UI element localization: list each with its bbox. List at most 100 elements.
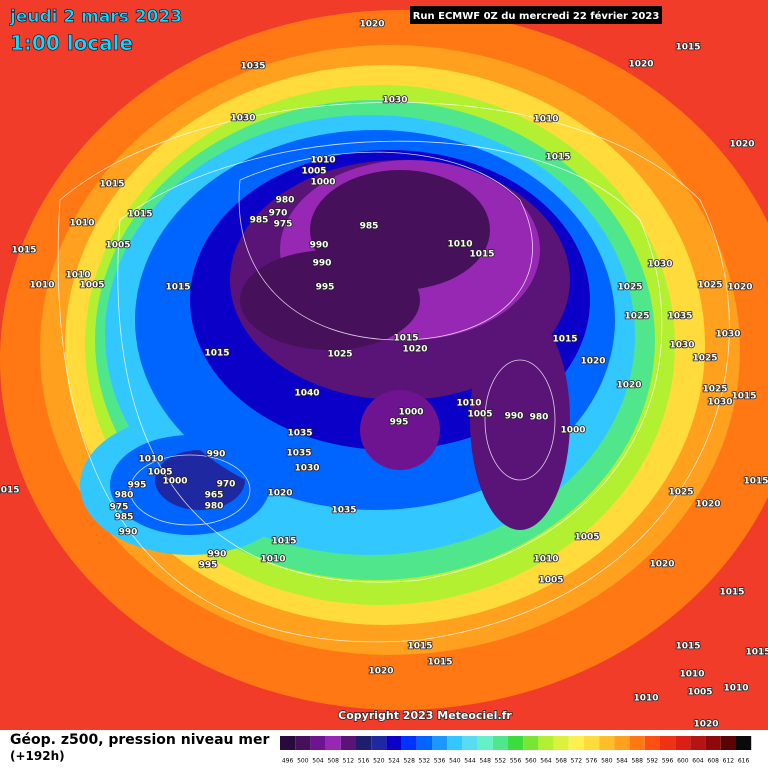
- isobar-label: 1025: [617, 283, 642, 293]
- isobar-label: 990: [208, 550, 227, 560]
- isobar-label: 975: [110, 503, 129, 513]
- copyright: Copyright 2023 Meteociel.fr: [338, 709, 512, 722]
- colorbar-label: 588: [631, 758, 643, 765]
- colorbar-label: 584: [616, 758, 628, 765]
- isobar-label: 1015: [99, 180, 124, 190]
- colorbar-swatch: [675, 736, 691, 750]
- colorbar-label: 548: [479, 758, 491, 765]
- colorbar-label: 544: [464, 758, 476, 765]
- isobar-label: 1000: [560, 426, 585, 436]
- colorbar-label: 592: [647, 758, 659, 765]
- isobar-label: 980: [530, 413, 549, 423]
- colorbar-swatch: [280, 736, 296, 750]
- colorbar-swatch: [295, 736, 311, 750]
- colorbar-swatch: [432, 736, 448, 750]
- isobar-label: 1030: [647, 260, 672, 270]
- run-box: [410, 6, 662, 24]
- colorbar-swatch: [720, 736, 736, 750]
- colorbar-swatch: [356, 736, 372, 750]
- isobar-label: 1005: [687, 688, 712, 698]
- colorbar-swatch: [508, 736, 524, 750]
- isobar-label: 1015: [675, 642, 700, 652]
- colorbar-label: 600: [677, 758, 689, 765]
- isobar-label: 970: [269, 209, 288, 219]
- isobar-label: 1015: [393, 334, 418, 344]
- isobar-label: 1015: [427, 658, 452, 668]
- isobar-label: 1030: [294, 464, 319, 474]
- colorbar-swatch: [477, 736, 493, 750]
- isobar-label: 1010: [69, 219, 94, 229]
- isobar-label: 1015: [165, 283, 190, 293]
- isobar-label: 980: [205, 502, 224, 512]
- isobar-label: 1005: [147, 468, 172, 478]
- isobar-label: 1015: [271, 537, 296, 547]
- isobar-label: 1030: [382, 96, 407, 106]
- colorbar-label: 608: [707, 758, 719, 765]
- isobar-label: 1010: [633, 694, 658, 704]
- isobar-label: 1015: [743, 477, 768, 487]
- colorbar-label: 532: [419, 758, 431, 765]
- colorbar-label: 572: [571, 758, 583, 765]
- isobar-label: 1015: [0, 486, 20, 496]
- colorbar-label: 512: [343, 758, 355, 765]
- isobar-label: 1010: [310, 156, 335, 166]
- isobar-label: 1010: [138, 455, 163, 465]
- isobar-label: 1015: [731, 392, 756, 402]
- isobar-label: 1025: [668, 488, 693, 498]
- isobar-label: 1020: [616, 381, 641, 391]
- isobar-label: 995: [390, 418, 409, 428]
- isobar-label: 1020: [580, 357, 605, 367]
- isobar-label: 1015: [545, 153, 570, 163]
- isobar-label: 985: [250, 216, 269, 226]
- isobar-label: 1035: [240, 62, 265, 72]
- colorbar-swatch: [690, 736, 706, 750]
- isobar-label: 1025: [327, 350, 352, 360]
- colorbar-swatch: [736, 736, 752, 750]
- colorbar-swatch: [310, 736, 326, 750]
- isobar-label: 1005: [105, 241, 130, 251]
- colorbar-swatch: [584, 736, 600, 750]
- colorbar-label: 504: [312, 758, 324, 765]
- colorbar-label: 616: [738, 758, 750, 765]
- colorbar-label: 556: [510, 758, 522, 765]
- isobar-label: 1015: [469, 250, 494, 260]
- colorbar-swatch: [340, 736, 356, 750]
- isobar-label: 1035: [286, 449, 311, 459]
- isobar-label: 1040: [294, 389, 319, 399]
- isobar-label: 1015: [719, 588, 744, 598]
- isobar-label: 1000: [310, 178, 335, 188]
- isobar-label: 1020: [649, 560, 674, 570]
- isobar-label: 1015: [407, 642, 432, 652]
- isobar-label: 1015: [745, 648, 768, 658]
- isobar-label: 1020: [267, 489, 292, 499]
- contour-fill: [470, 310, 570, 530]
- colorbar-label: 516: [358, 758, 370, 765]
- isobar-label: 990: [119, 528, 138, 538]
- isobar-label: 1005: [79, 281, 104, 291]
- colorbar-label: 568: [555, 758, 567, 765]
- isobar: [238, 151, 533, 341]
- colorbar-swatch: [386, 736, 402, 750]
- isobar-label: 1030: [715, 330, 740, 340]
- isobar: [57, 102, 730, 643]
- isobar-label: 1020: [693, 720, 718, 730]
- isobar-label: 980: [276, 196, 295, 206]
- colorbar-label: 528: [403, 758, 415, 765]
- colorbar-swatch: [553, 736, 569, 750]
- isobar-label: 1010: [533, 555, 558, 565]
- isobar-label: 965: [205, 491, 224, 501]
- colorbar-swatch: [538, 736, 554, 750]
- isobar-label: 1025: [702, 385, 727, 395]
- isobar-label: 1010: [723, 684, 748, 694]
- colorbar-label: 524: [388, 758, 400, 765]
- isobar-label: 1015: [204, 349, 229, 359]
- isobar-label: 995: [128, 481, 147, 491]
- isobar-label: 1015: [675, 43, 700, 53]
- colorbar-label: 552: [495, 758, 507, 765]
- isobar-label: 1005: [574, 533, 599, 543]
- contour-fill: [360, 390, 440, 470]
- colorbar-label: 560: [525, 758, 537, 765]
- isobar-label: 1035: [667, 312, 692, 322]
